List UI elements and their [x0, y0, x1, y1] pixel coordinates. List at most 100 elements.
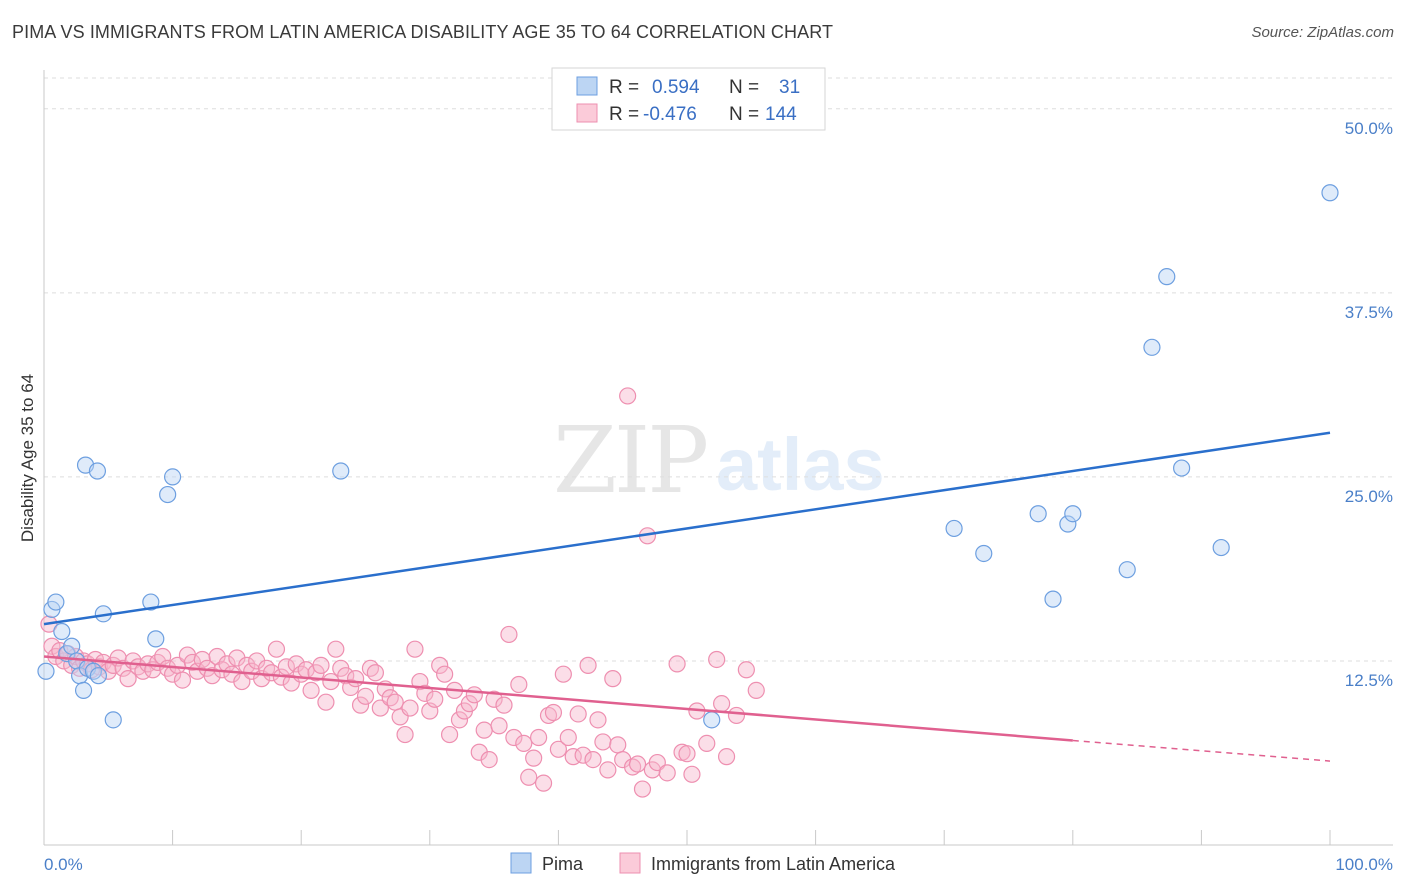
latam-point: [658, 764, 676, 782]
x-tick-label-max: 100.0%: [1335, 855, 1393, 874]
latam-point: [623, 758, 642, 776]
trend-line-latam: [43, 655, 1073, 742]
legend-n-value-1: 31: [779, 77, 800, 98]
latam-point: [619, 387, 637, 405]
pima-point: [74, 681, 93, 700]
latam-point: [713, 695, 731, 713]
latam-point: [262, 664, 281, 682]
latam-point: [475, 721, 493, 739]
chart-title: PIMA VS IMMIGRANTS FROM LATIN AMERICA DI…: [12, 22, 834, 42]
pima-point: [142, 593, 160, 611]
latam-point: [440, 725, 459, 744]
latam-point: [554, 665, 572, 683]
pima-point: [332, 462, 350, 480]
latam-point: [267, 640, 286, 658]
latam-point: [500, 625, 518, 644]
latam-point: [119, 670, 137, 688]
latam-point: [386, 693, 404, 711]
pima-point: [1212, 538, 1230, 557]
watermark-zip: ZIP: [553, 407, 706, 514]
latam-point: [277, 658, 295, 676]
pima-point: [88, 462, 107, 480]
latam-point: [460, 695, 478, 713]
legend-r-value-1: 0.594: [652, 77, 700, 98]
correlation-legend: R = 0.594 N = 31 R = -0.476 N = 144: [551, 67, 826, 131]
latam-point: [737, 661, 755, 679]
latam-point: [347, 670, 365, 688]
trend-line-pima: [43, 431, 1331, 626]
pima-point: [1143, 338, 1161, 356]
pima-point: [89, 667, 108, 685]
pima-point: [703, 711, 721, 729]
latam-point: [683, 765, 701, 783]
pima-point: [1064, 505, 1082, 523]
latam-point: [327, 640, 345, 658]
latam-point: [495, 696, 513, 714]
series-legend: Pima Immigrants from Latin America: [510, 852, 896, 874]
latam-point: [678, 745, 696, 763]
latam-point: [747, 681, 765, 700]
latam-point: [431, 656, 449, 674]
latam-point: [549, 740, 568, 758]
latam-point: [727, 706, 746, 725]
latam-point: [589, 711, 607, 729]
y-tick-label-0: 12.5%: [1345, 671, 1393, 690]
pima-point: [47, 593, 65, 611]
latam-point: [609, 736, 627, 754]
latam-point: [604, 670, 622, 688]
latam-point: [698, 734, 716, 753]
latam-point: [594, 733, 612, 751]
pima-point: [53, 622, 71, 641]
latam-point: [559, 728, 577, 747]
latam-point: [371, 699, 389, 717]
latam-point: [505, 728, 523, 747]
y-tick-label-1: 25.0%: [1345, 487, 1393, 506]
pima-point: [1158, 268, 1176, 286]
y-tick-label-3: 50.0%: [1345, 119, 1393, 138]
latam-point: [480, 751, 498, 769]
latam-point: [450, 711, 469, 729]
pima-point: [37, 662, 55, 680]
pima-point: [1044, 590, 1062, 608]
latam-point: [708, 650, 726, 669]
latam-point: [465, 686, 483, 704]
pima-point: [975, 544, 993, 563]
x-ticks: [43, 830, 1331, 845]
series-latin-america: [40, 387, 765, 798]
latam-point: [648, 753, 666, 772]
x-tick-label-min: 0.0%: [44, 855, 83, 874]
latam-point: [401, 699, 419, 717]
latam-point: [579, 656, 597, 674]
watermark-atlas: atlas: [716, 423, 885, 506]
latam-point: [574, 746, 592, 764]
pima-point: [1029, 505, 1047, 523]
latam-point: [490, 717, 508, 735]
bottom-legend-label-latam: Immigrants from Latin America: [651, 854, 896, 874]
legend-n-label-1: N =: [729, 77, 759, 98]
latam-point: [569, 705, 587, 723]
latam-point: [302, 681, 320, 700]
y-tick-label-2: 37.5%: [1345, 303, 1393, 322]
latam-point: [633, 780, 652, 798]
pima-point: [164, 468, 182, 486]
legend-swatch-latam: [576, 103, 598, 123]
latam-point: [317, 693, 335, 711]
latam-point: [436, 665, 454, 683]
bottom-legend-swatch-pima: [510, 852, 532, 874]
latam-point: [510, 675, 528, 694]
latam-point: [525, 749, 543, 767]
latam-point: [584, 751, 602, 769]
latam-point: [351, 696, 370, 714]
legend-r-value-2: -0.476: [643, 104, 697, 125]
trend-lines: [43, 431, 1331, 762]
latam-point: [520, 768, 538, 786]
legend-n-label-2: N =: [729, 104, 759, 125]
latam-point: [426, 690, 444, 708]
latam-point: [342, 678, 360, 697]
pima-point: [147, 630, 165, 648]
pima-point: [1321, 184, 1339, 202]
latam-point: [183, 653, 201, 672]
latam-point: [312, 656, 330, 674]
latam-point: [530, 728, 548, 747]
bottom-legend-label-pima: Pima: [542, 854, 584, 874]
